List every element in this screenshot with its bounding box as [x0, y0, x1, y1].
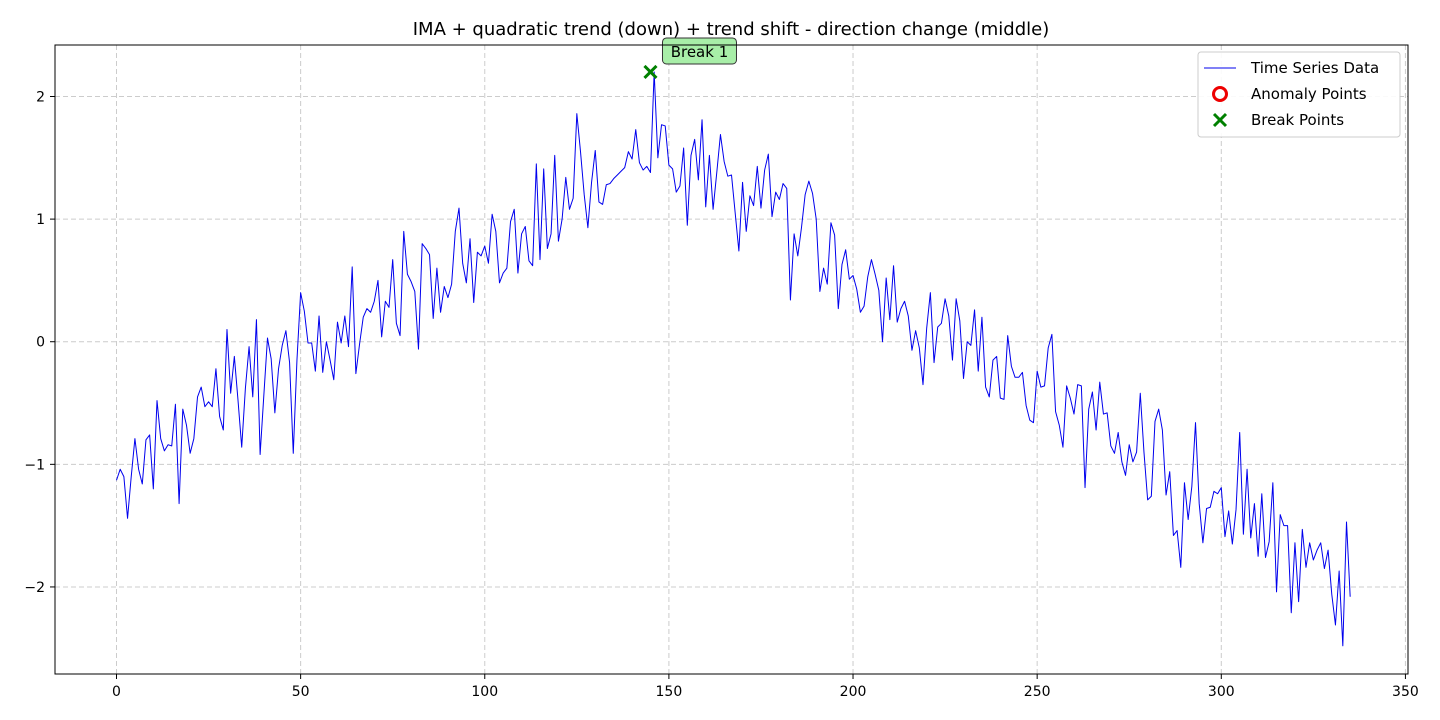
break-points-layer: Break 1 — [643, 37, 737, 80]
x-tick-label: 50 — [292, 684, 310, 700]
legend-box — [1197, 51, 1401, 138]
y-axis: −2 −1 0 1 2 — [24, 89, 55, 596]
y-tick-label: −2 — [24, 580, 45, 596]
legend-label: Anomaly Points — [1251, 85, 1367, 103]
legend-label: Time Series Data — [1250, 59, 1379, 77]
x-axis: 0 50 100 150 200 250 300 350 — [112, 674, 1419, 700]
y-tick-label: −1 — [24, 457, 45, 473]
legend-entry: Break Points — [1212, 111, 1344, 129]
plot-frame — [54, 44, 1409, 675]
x-tick-label: 100 — [471, 684, 498, 700]
break-point-marker — [643, 64, 658, 80]
legend-entry: Time Series Data — [1204, 59, 1379, 77]
break-label-text: Break 1 — [671, 43, 729, 61]
x-tick-label: 200 — [840, 684, 867, 700]
series-line-time-series-data — [116, 71, 1351, 647]
x-tick-label: 150 — [656, 684, 683, 700]
legend-circle-swatch — [1212, 86, 1228, 102]
grid — [55, 45, 1408, 674]
x-tick-label: 0 — [112, 684, 121, 700]
x-tick-label: 350 — [1392, 684, 1419, 700]
legend-x-swatch — [1212, 112, 1228, 128]
y-tick-label: 0 — [36, 335, 45, 351]
series-layer — [116, 71, 1351, 647]
x-tick-label: 250 — [1024, 684, 1051, 700]
chart-title: IMA + quadratic trend (down) + trend shi… — [413, 19, 1049, 40]
y-tick-label: 1 — [36, 212, 45, 228]
x-tick-label: 300 — [1208, 684, 1235, 700]
legend-entry: Anomaly Points — [1212, 85, 1367, 103]
legend-label: Break Points — [1251, 111, 1344, 129]
y-tick-label: 2 — [36, 89, 45, 105]
break-label: Break 1 — [661, 37, 737, 65]
legend: Time Series Data Anomaly Points Break Poin… — [1197, 51, 1401, 138]
